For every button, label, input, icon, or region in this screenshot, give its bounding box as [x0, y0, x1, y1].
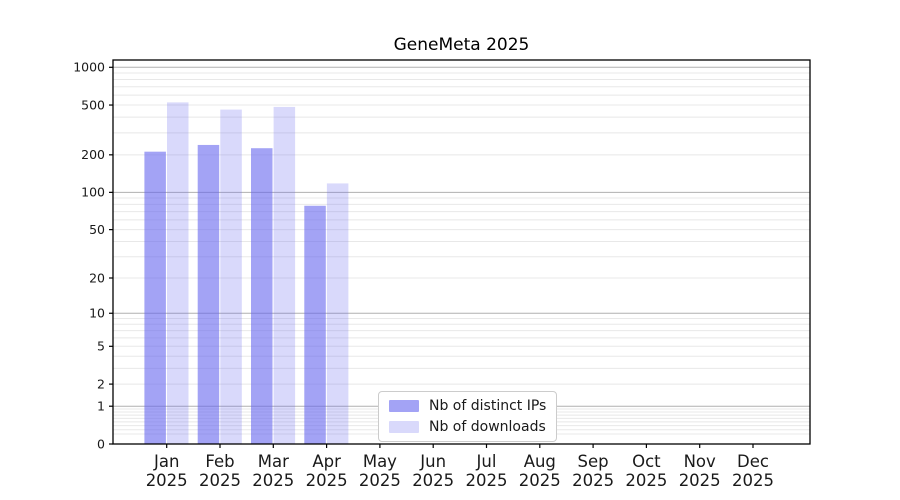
- y-tick-label: 5: [97, 339, 105, 354]
- y-tick-label: 500: [81, 97, 105, 112]
- x-tick-year: 2025: [466, 471, 508, 490]
- y-tick-label: 0: [97, 436, 105, 451]
- x-tick-month: Aug: [524, 452, 556, 471]
- x-tick-month: Nov: [684, 452, 716, 471]
- legend-box: Nb of distinct IPs Nb of downloads: [378, 391, 558, 442]
- legend-label-distinct-ips: Nb of distinct IPs: [429, 398, 547, 414]
- y-tick-label: 1: [97, 399, 105, 414]
- y-tick-label: 200: [81, 147, 105, 162]
- x-tick-month: Jun: [419, 452, 446, 471]
- x-tick-month: Dec: [737, 452, 769, 471]
- bar: [144, 151, 166, 445]
- x-tick-month: Jan: [153, 452, 179, 471]
- series-downloads: [167, 102, 349, 445]
- x-tick-year: 2025: [412, 471, 454, 490]
- y-tick-label: 1000: [73, 60, 105, 75]
- x-tick-year: 2025: [306, 471, 348, 490]
- x-tick-month: Feb: [205, 452, 234, 471]
- x-tick-year: 2025: [625, 471, 667, 490]
- bar: [273, 106, 296, 444]
- legend-item-distinct-ips: Nb of distinct IPs: [389, 398, 546, 414]
- bar: [220, 109, 242, 444]
- x-tick-month: Oct: [632, 452, 661, 471]
- x-tick-month: May: [363, 452, 397, 471]
- x-tick-month: Mar: [258, 452, 289, 471]
- x-tick-year: 2025: [572, 471, 614, 490]
- chart-title: GeneMeta 2025: [393, 35, 530, 55]
- x-tick-year: 2025: [146, 471, 188, 490]
- x-tick-year: 2025: [199, 471, 241, 490]
- x-tick-year: 2025: [359, 471, 401, 490]
- x-tick-month: Jul: [476, 452, 497, 471]
- y-tick-label: 20: [89, 270, 105, 285]
- legend-label-downloads: Nb of downloads: [429, 419, 546, 435]
- y-tick-label: 50: [89, 222, 105, 237]
- major-gridlines: [113, 66, 810, 407]
- x-tick-year: 2025: [732, 471, 774, 490]
- x-tick-month: Apr: [312, 452, 341, 471]
- y-tick-label: 100: [81, 185, 105, 200]
- x-axis: Jan2025Feb2025Mar2025Apr2025May2025Jun20…: [146, 444, 774, 490]
- bar: [304, 205, 326, 444]
- bar: [326, 183, 349, 444]
- y-tick-label: 2: [97, 376, 105, 391]
- legend-swatch-downloads: [389, 421, 419, 433]
- y-tick-label: 10: [89, 306, 105, 321]
- x-tick-year: 2025: [252, 471, 294, 490]
- series-distinct-ips: [144, 144, 326, 445]
- legend-item-downloads: Nb of downloads: [389, 419, 546, 435]
- x-tick-year: 2025: [679, 471, 721, 490]
- plot-border: [112, 59, 811, 445]
- bar: [167, 102, 189, 445]
- bar: [197, 144, 220, 444]
- legend-swatch-distinct-ips: [389, 400, 419, 412]
- x-tick-year: 2025: [519, 471, 561, 490]
- x-tick-month: Sep: [578, 452, 609, 471]
- bar: [251, 148, 273, 445]
